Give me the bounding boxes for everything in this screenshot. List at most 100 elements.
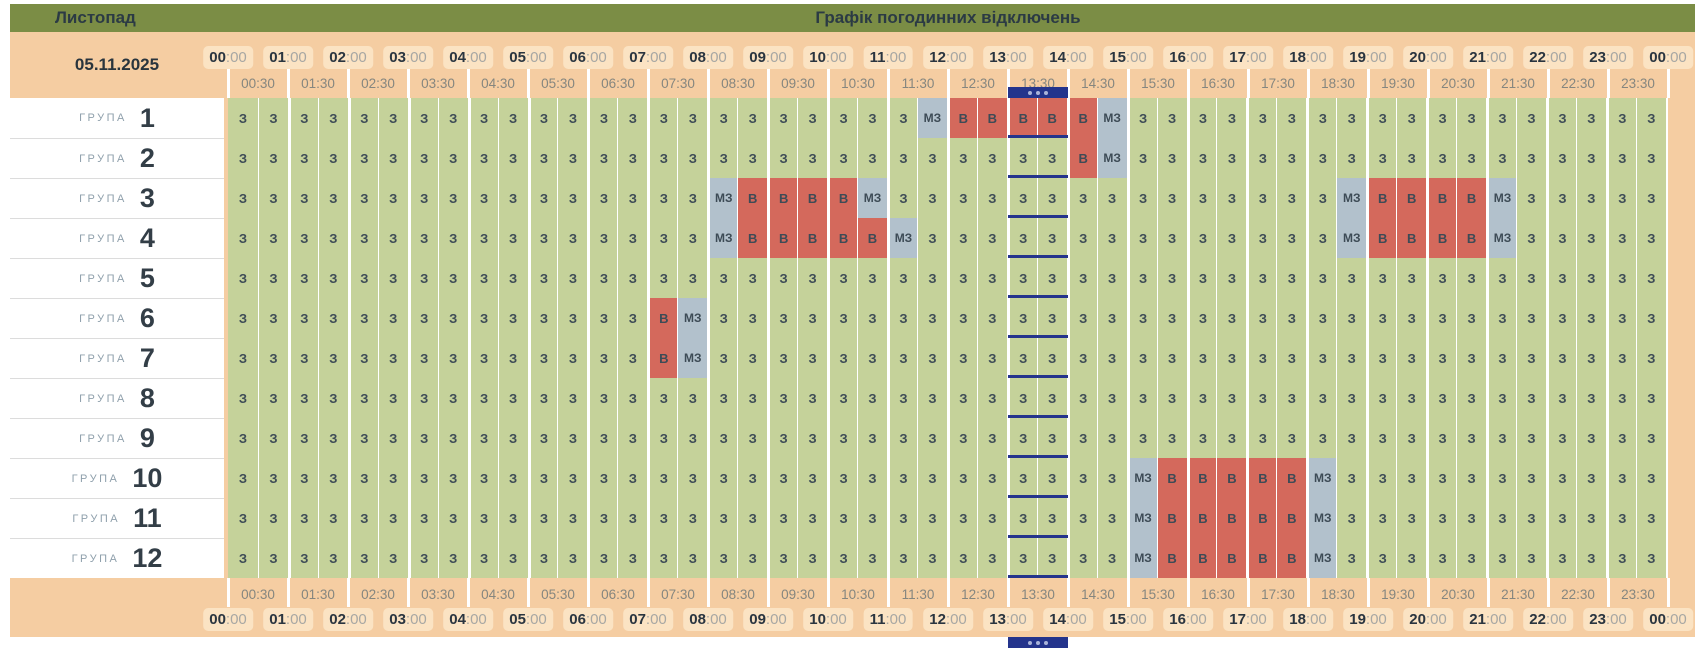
schedule-cell: З [1069,218,1097,258]
schedule-cell: З [949,298,977,338]
schedule-cell: З [1489,538,1516,578]
schedule-cell: З [1608,378,1636,418]
schedule-cell: МЗ [917,98,947,138]
schedule-cell: З [917,458,947,498]
schedule-cell: З [858,458,887,498]
hour-tick [1426,578,1430,607]
handle-dot-icon [1044,640,1048,645]
schedule-cell: З [1516,98,1546,138]
half-hour-label: 02:30 [361,76,395,91]
group-word: ГРУПА [79,392,127,405]
schedule-cell: З [1516,538,1546,578]
hour-label: 13:00 [983,46,1033,69]
schedule-cell: З [710,258,738,298]
schedule-cell: З [558,498,588,538]
half-hour-column: З З МЗ МЗ З З З З З З З З [707,98,738,578]
schedule-cell: З [917,538,947,578]
hour-label: 19:00 [1343,46,1393,69]
schedule-cell: З [1009,258,1037,298]
schedule-cell: З [558,98,588,138]
hour-tick [946,578,950,607]
half-hour-column: З З МЗ МЗ З З З З З З З З [1486,98,1516,578]
hour-label: 12:00 [923,608,973,631]
current-hour-handle-bottom-icon[interactable] [1008,637,1068,648]
schedule-cell: З [378,298,408,338]
schedule-cell: З [1009,418,1037,458]
schedule-cell: З [949,538,977,578]
schedule-cell: З [1157,378,1187,418]
schedule-cell: З [228,418,258,458]
schedule-cell: З [738,98,768,138]
schedule-cell: В [1189,458,1217,498]
schedule-cell: З [1309,218,1337,258]
hour-label: 02:00 [323,608,373,631]
schedule-cell: З [770,298,798,338]
schedule-cell: З [228,138,258,178]
schedule-cell: З [798,338,828,378]
schedule-cell: З [410,378,438,418]
schedule-cell: З [678,138,708,178]
schedule-cell: З [618,218,648,258]
schedule-cell: В [1249,458,1277,498]
hour-label: 16:00 [1163,46,1213,69]
schedule-cell: З [858,138,887,178]
schedule-cell: МЗ [710,218,738,258]
group-word: ГРУПА [79,232,127,245]
hour-tick [646,48,650,98]
hour-label: 00:00 [203,46,253,69]
half-hour-label: 01:30 [301,587,335,602]
hour-label: 11:00 [863,46,913,69]
schedule-cell: З [590,458,618,498]
hour-tick [346,48,350,98]
schedule-cell: З [1129,218,1157,258]
group-word: ГРУПА [79,272,127,285]
schedule-cell: З [1129,258,1157,298]
group-word: ГРУПА [71,552,120,565]
group-number: 11 [133,503,162,533]
schedule-cell: З [1397,298,1427,338]
schedule-cell: З [1489,258,1516,298]
schedule-cell: З [650,258,678,298]
schedule-cell: З [1157,98,1187,138]
schedule-cell: З [618,338,648,378]
schedule-cell: З [1277,98,1307,138]
group-number: 3 [139,183,155,213]
schedule-cell: З [378,218,408,258]
half-hour-column: З З З З З З З З З МЗ МЗ МЗ [1306,98,1337,578]
schedule-cell: З [977,538,1007,578]
schedule-cell: З [678,498,708,538]
hour-label: 17:00 [1223,608,1273,631]
current-hour-handle-icon[interactable] [1008,87,1068,98]
schedule-cell: З [530,258,558,298]
schedule-cell: З [798,418,828,458]
schedule-cell: З [977,218,1007,258]
schedule-cell: З [258,458,288,498]
schedule-cell: З [770,98,798,138]
schedule-cell: В [1009,98,1037,138]
schedule-cell: З [1397,378,1427,418]
schedule-cell: МЗ [710,178,738,218]
schedule-cell: З [1129,378,1157,418]
hour-tick [826,48,830,98]
schedule-cell: З [1636,338,1666,378]
hour-label: 21:00 [1463,46,1513,69]
schedule-cell: З [590,418,618,458]
schedule-cell: З [1337,258,1367,298]
schedule-cell: В [1189,538,1217,578]
schedule-cell: З [1489,418,1516,458]
schedule-cell: З [410,418,438,458]
schedule-cell: З [378,498,408,538]
schedule-cell: З [1189,138,1217,178]
half-hour-label: 09:30 [781,76,815,91]
hour-tick [886,578,890,607]
schedule-cell: В [650,338,678,378]
schedule-cell: З [258,378,288,418]
hour-label: 09:00 [743,46,793,69]
hour-tick [1486,48,1490,98]
